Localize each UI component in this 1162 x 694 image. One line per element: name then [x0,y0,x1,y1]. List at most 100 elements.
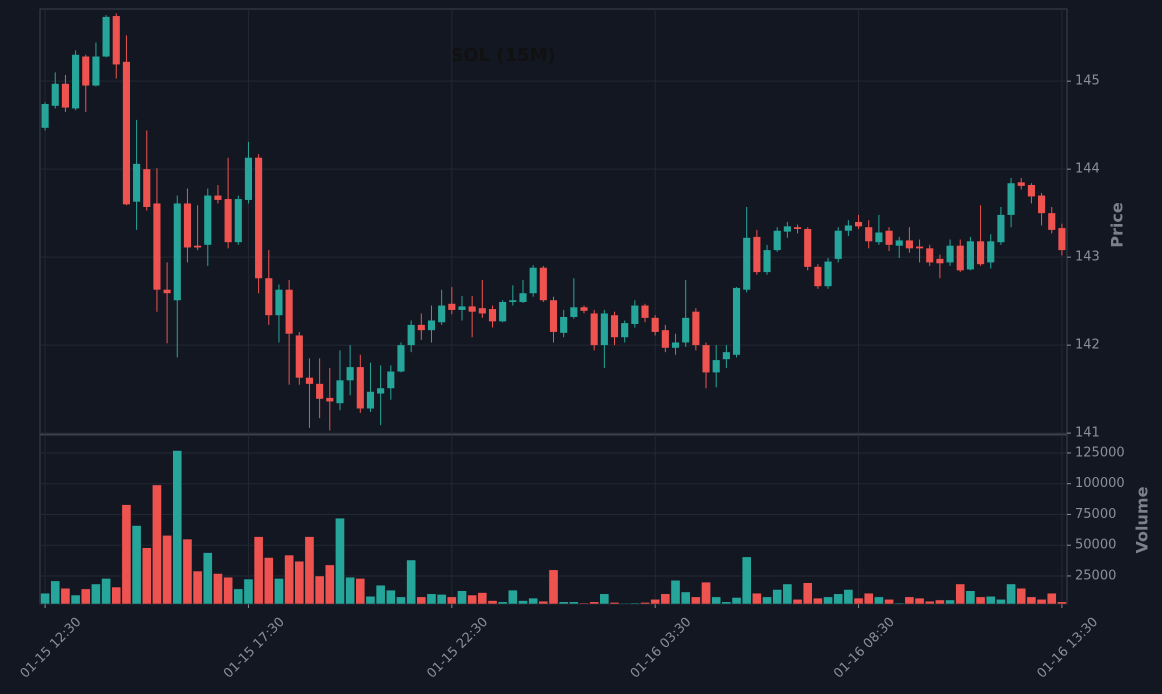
volume-tick-label: 75000 [1075,507,1116,522]
volume-bar [101,578,111,605]
volume-bar [630,602,640,605]
volume-bar [162,535,172,605]
volume-bar [711,596,722,605]
candle-body [153,203,161,290]
candle-body [61,83,69,108]
x-tick-label: 01-16 03:30 [628,615,695,682]
candle-body [580,307,588,311]
candle-body [1027,184,1035,197]
candle-body [875,232,883,243]
candle-body [92,56,100,86]
candle-body [722,352,730,360]
volume-bar [213,573,223,605]
volume-bar [365,596,376,605]
volume-bar [60,588,71,605]
candle-body [346,367,354,381]
chart-title: SOL (15M) [450,45,555,66]
volume-bar [335,517,345,605]
volume-bar [792,599,803,605]
volume-bar [385,589,396,605]
volume-bar [202,552,213,605]
volume-bar [477,592,488,605]
candle-body [234,199,242,243]
volume-bar [833,593,844,605]
candle-body [783,226,791,232]
candle-body [326,397,334,402]
volume-bar [284,554,294,605]
volume-bar [518,600,528,605]
volume-bar [558,601,569,605]
candle-body [204,195,212,245]
x-tick-label: 01-15 22:30 [424,615,491,682]
volume-bar [152,484,162,605]
volume-bar [985,596,996,605]
candle-body [926,248,934,263]
candle-body [560,316,568,333]
candle-body [865,227,873,242]
volume-bar [508,589,518,605]
candle-body [997,214,1005,243]
candle-body [936,258,944,264]
candle-body [417,324,425,331]
volume-bar [406,559,416,605]
volume-bar [802,582,813,605]
candle-body [590,313,598,346]
volume-bar [579,602,589,605]
volume-bar [446,596,457,605]
candle-body [743,237,751,290]
candle-body [763,250,771,273]
candle-body [885,230,893,245]
volume-bar [904,596,915,605]
candle-body [265,278,273,316]
volume-tick-label: 25000 [1075,568,1116,583]
volume-bar [691,596,701,605]
candle-body [519,293,527,303]
candle-body [387,371,395,389]
volume-bar [528,597,538,605]
volume-bar [436,594,447,605]
volume-bar [650,599,661,605]
candle-body [1058,228,1066,251]
candle-body [539,267,547,301]
volume-bar [274,578,284,605]
volume-bar [233,588,244,605]
volume-bar [141,547,152,605]
volume-tick-label: 50000 [1075,538,1116,553]
candle-body [458,306,466,310]
volume-bar [40,592,50,605]
volume-bar [894,602,905,605]
candle-body [753,236,761,273]
candle-body [671,342,680,348]
candle-body [966,241,974,270]
candle-body [549,300,558,332]
volume-tick-label: 125000 [1075,445,1125,460]
volume-bar [741,556,752,605]
candle-body [51,83,59,106]
volume-bar [243,578,254,605]
candle-body [377,388,385,394]
volume-bar [80,588,91,605]
candle-body [336,380,344,404]
volume-bar [1006,583,1016,605]
volume-bar [813,597,823,605]
candle-body [651,317,659,332]
volume-bar [935,599,945,605]
candle-body [712,360,720,373]
volume-bar [1046,592,1057,605]
volume-axis-label: Volume [1133,486,1152,553]
candle-body [977,241,985,265]
candle-body [610,315,619,338]
volume-bar [1026,596,1037,605]
volume-bar [345,576,355,605]
volume-bar [1016,588,1027,605]
y-tick-label: 143 [1075,250,1100,265]
y-axis-label: Price [1108,202,1127,248]
volume-bar [619,603,630,605]
volume-bar [396,596,406,605]
candle-body [255,157,263,279]
volume-bar [192,570,203,605]
volume-bar [863,592,874,605]
volume-bar [701,581,711,605]
